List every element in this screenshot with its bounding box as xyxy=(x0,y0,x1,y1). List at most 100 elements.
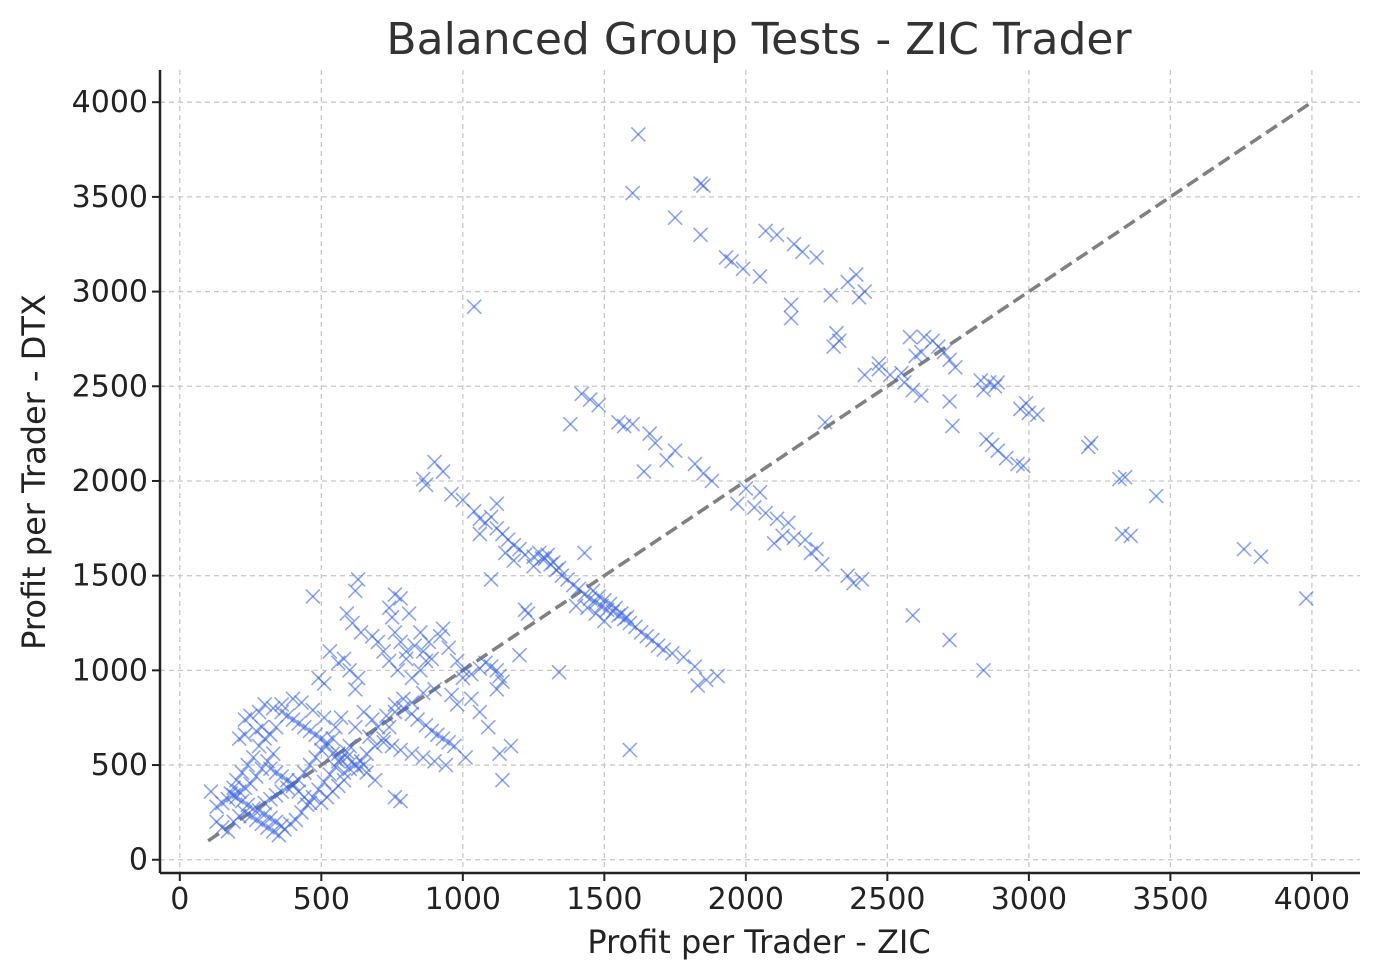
data-point xyxy=(987,378,1003,394)
data-point xyxy=(1236,541,1252,557)
data-point xyxy=(441,640,457,656)
data-point xyxy=(342,738,358,754)
data-point xyxy=(305,588,321,605)
data-point xyxy=(998,450,1014,466)
data-point xyxy=(1015,458,1031,474)
data-point xyxy=(463,666,479,682)
data-point xyxy=(398,651,414,667)
data-point xyxy=(625,185,641,201)
data-point xyxy=(344,615,361,631)
data-point xyxy=(336,765,352,781)
data-point xyxy=(387,624,403,641)
data-point xyxy=(758,223,774,239)
data-point xyxy=(735,261,751,277)
data-point xyxy=(506,552,522,569)
data-point xyxy=(851,289,867,305)
data-point xyxy=(766,535,782,552)
data-point xyxy=(477,655,494,671)
data-point xyxy=(336,772,352,788)
data-point xyxy=(840,568,856,584)
data-point xyxy=(342,662,358,678)
data-point xyxy=(438,757,454,773)
data-point xyxy=(339,605,355,622)
data-point xyxy=(274,696,290,713)
data-point xyxy=(401,605,417,622)
data-point xyxy=(472,526,488,542)
data-point xyxy=(494,772,511,788)
x-tick-label: 2500 xyxy=(849,882,925,917)
data-point xyxy=(729,496,745,512)
data-point xyxy=(426,753,443,769)
y-tick-label: 0 xyxy=(129,843,148,878)
data-point xyxy=(240,757,256,773)
data-point xyxy=(769,227,785,243)
data-point xyxy=(404,694,420,711)
data-point xyxy=(305,789,321,805)
data-point xyxy=(619,609,635,625)
data-point xyxy=(1253,549,1269,565)
data-point xyxy=(435,621,451,637)
data-point xyxy=(322,643,338,659)
data-point xyxy=(418,477,434,493)
data-point xyxy=(797,532,813,548)
data-point xyxy=(327,759,344,775)
data-point xyxy=(435,463,451,480)
data-point xyxy=(942,352,958,368)
x-axis-label: Profit per Trader - ZIC xyxy=(587,923,930,961)
data-point xyxy=(944,418,961,434)
data-point xyxy=(783,297,799,313)
data-point xyxy=(794,244,811,260)
y-axis-label: Profit per Trader - DTX xyxy=(15,294,53,650)
data-point xyxy=(254,761,270,777)
data-point xyxy=(809,249,825,266)
data-point xyxy=(296,765,312,781)
data-point xyxy=(664,645,680,661)
data-point xyxy=(656,641,672,658)
data-point xyxy=(752,268,768,284)
data-point xyxy=(574,386,590,402)
data-point xyxy=(551,560,567,576)
data-point xyxy=(942,393,958,409)
data-point xyxy=(458,749,474,766)
data-point xyxy=(330,655,346,671)
data-point xyxy=(591,397,607,413)
data-point xyxy=(1012,401,1028,417)
y-tick-label: 1500 xyxy=(72,559,148,594)
data-point xyxy=(347,681,363,697)
data-point xyxy=(415,471,431,487)
data-point xyxy=(1083,435,1099,451)
x-tick-label: 1500 xyxy=(566,882,642,917)
data-point xyxy=(251,738,267,754)
data-point xyxy=(308,749,324,766)
data-point xyxy=(302,757,318,773)
data-point xyxy=(404,746,420,762)
data-point xyxy=(398,643,414,659)
y-tick-label: 500 xyxy=(91,748,148,783)
data-point xyxy=(746,499,762,516)
x-tick-label: 500 xyxy=(293,882,350,917)
grid-lines xyxy=(160,70,1360,873)
data-point xyxy=(871,355,887,372)
data-point xyxy=(245,749,261,766)
data-point xyxy=(395,691,411,707)
x-tick-label: 3500 xyxy=(1132,882,1208,917)
data-point xyxy=(209,799,225,815)
data-point xyxy=(630,126,646,142)
data-point xyxy=(511,647,527,663)
data-point xyxy=(540,547,556,563)
data-point xyxy=(480,719,496,735)
data-point xyxy=(588,605,604,622)
data-point xyxy=(783,310,799,326)
data-point xyxy=(381,600,397,616)
data-point xyxy=(310,670,327,686)
data-point xyxy=(265,746,281,762)
x-tick-label: 4000 xyxy=(1274,882,1350,917)
data-point xyxy=(752,484,768,500)
data-point xyxy=(378,708,394,724)
data-point xyxy=(415,749,431,766)
data-point xyxy=(1123,528,1139,544)
data-point xyxy=(622,742,638,758)
data-point xyxy=(443,687,460,703)
y-tick-label: 4000 xyxy=(72,85,148,120)
data-point xyxy=(248,723,264,739)
